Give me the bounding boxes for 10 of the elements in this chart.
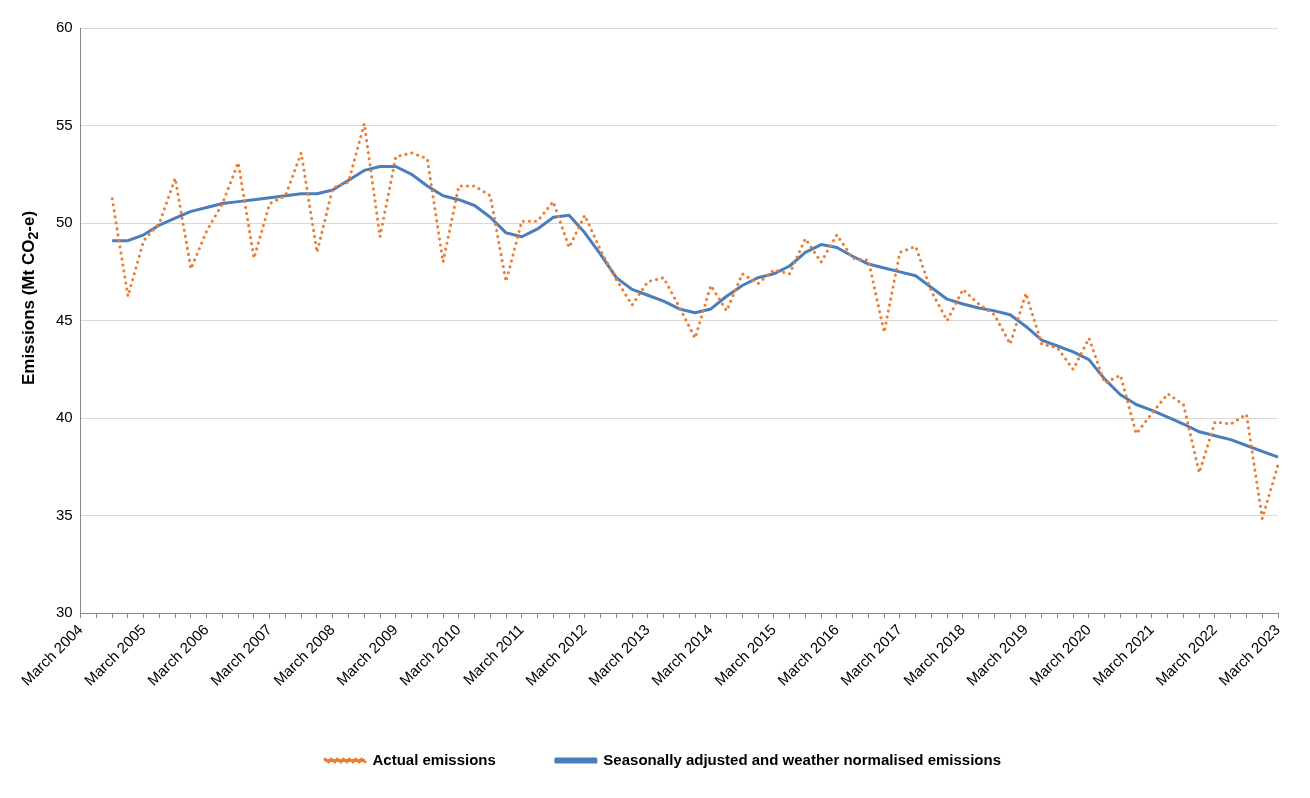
- y-tick-label: 55: [56, 115, 73, 133]
- legend-label: Actual emissions: [372, 750, 496, 768]
- y-tick-label: 45: [56, 310, 73, 328]
- y-tick-label: 35: [56, 505, 73, 523]
- line-series: [110, 122, 1280, 521]
- legend-label: Seasonally adjusted and weather normalised emissions: [603, 750, 1002, 768]
- y-tick-label: 40: [56, 408, 73, 426]
- y-tick-label: 50: [56, 213, 73, 231]
- y-tick-label: 30: [56, 603, 73, 621]
- y-tick-label: 60: [56, 18, 73, 36]
